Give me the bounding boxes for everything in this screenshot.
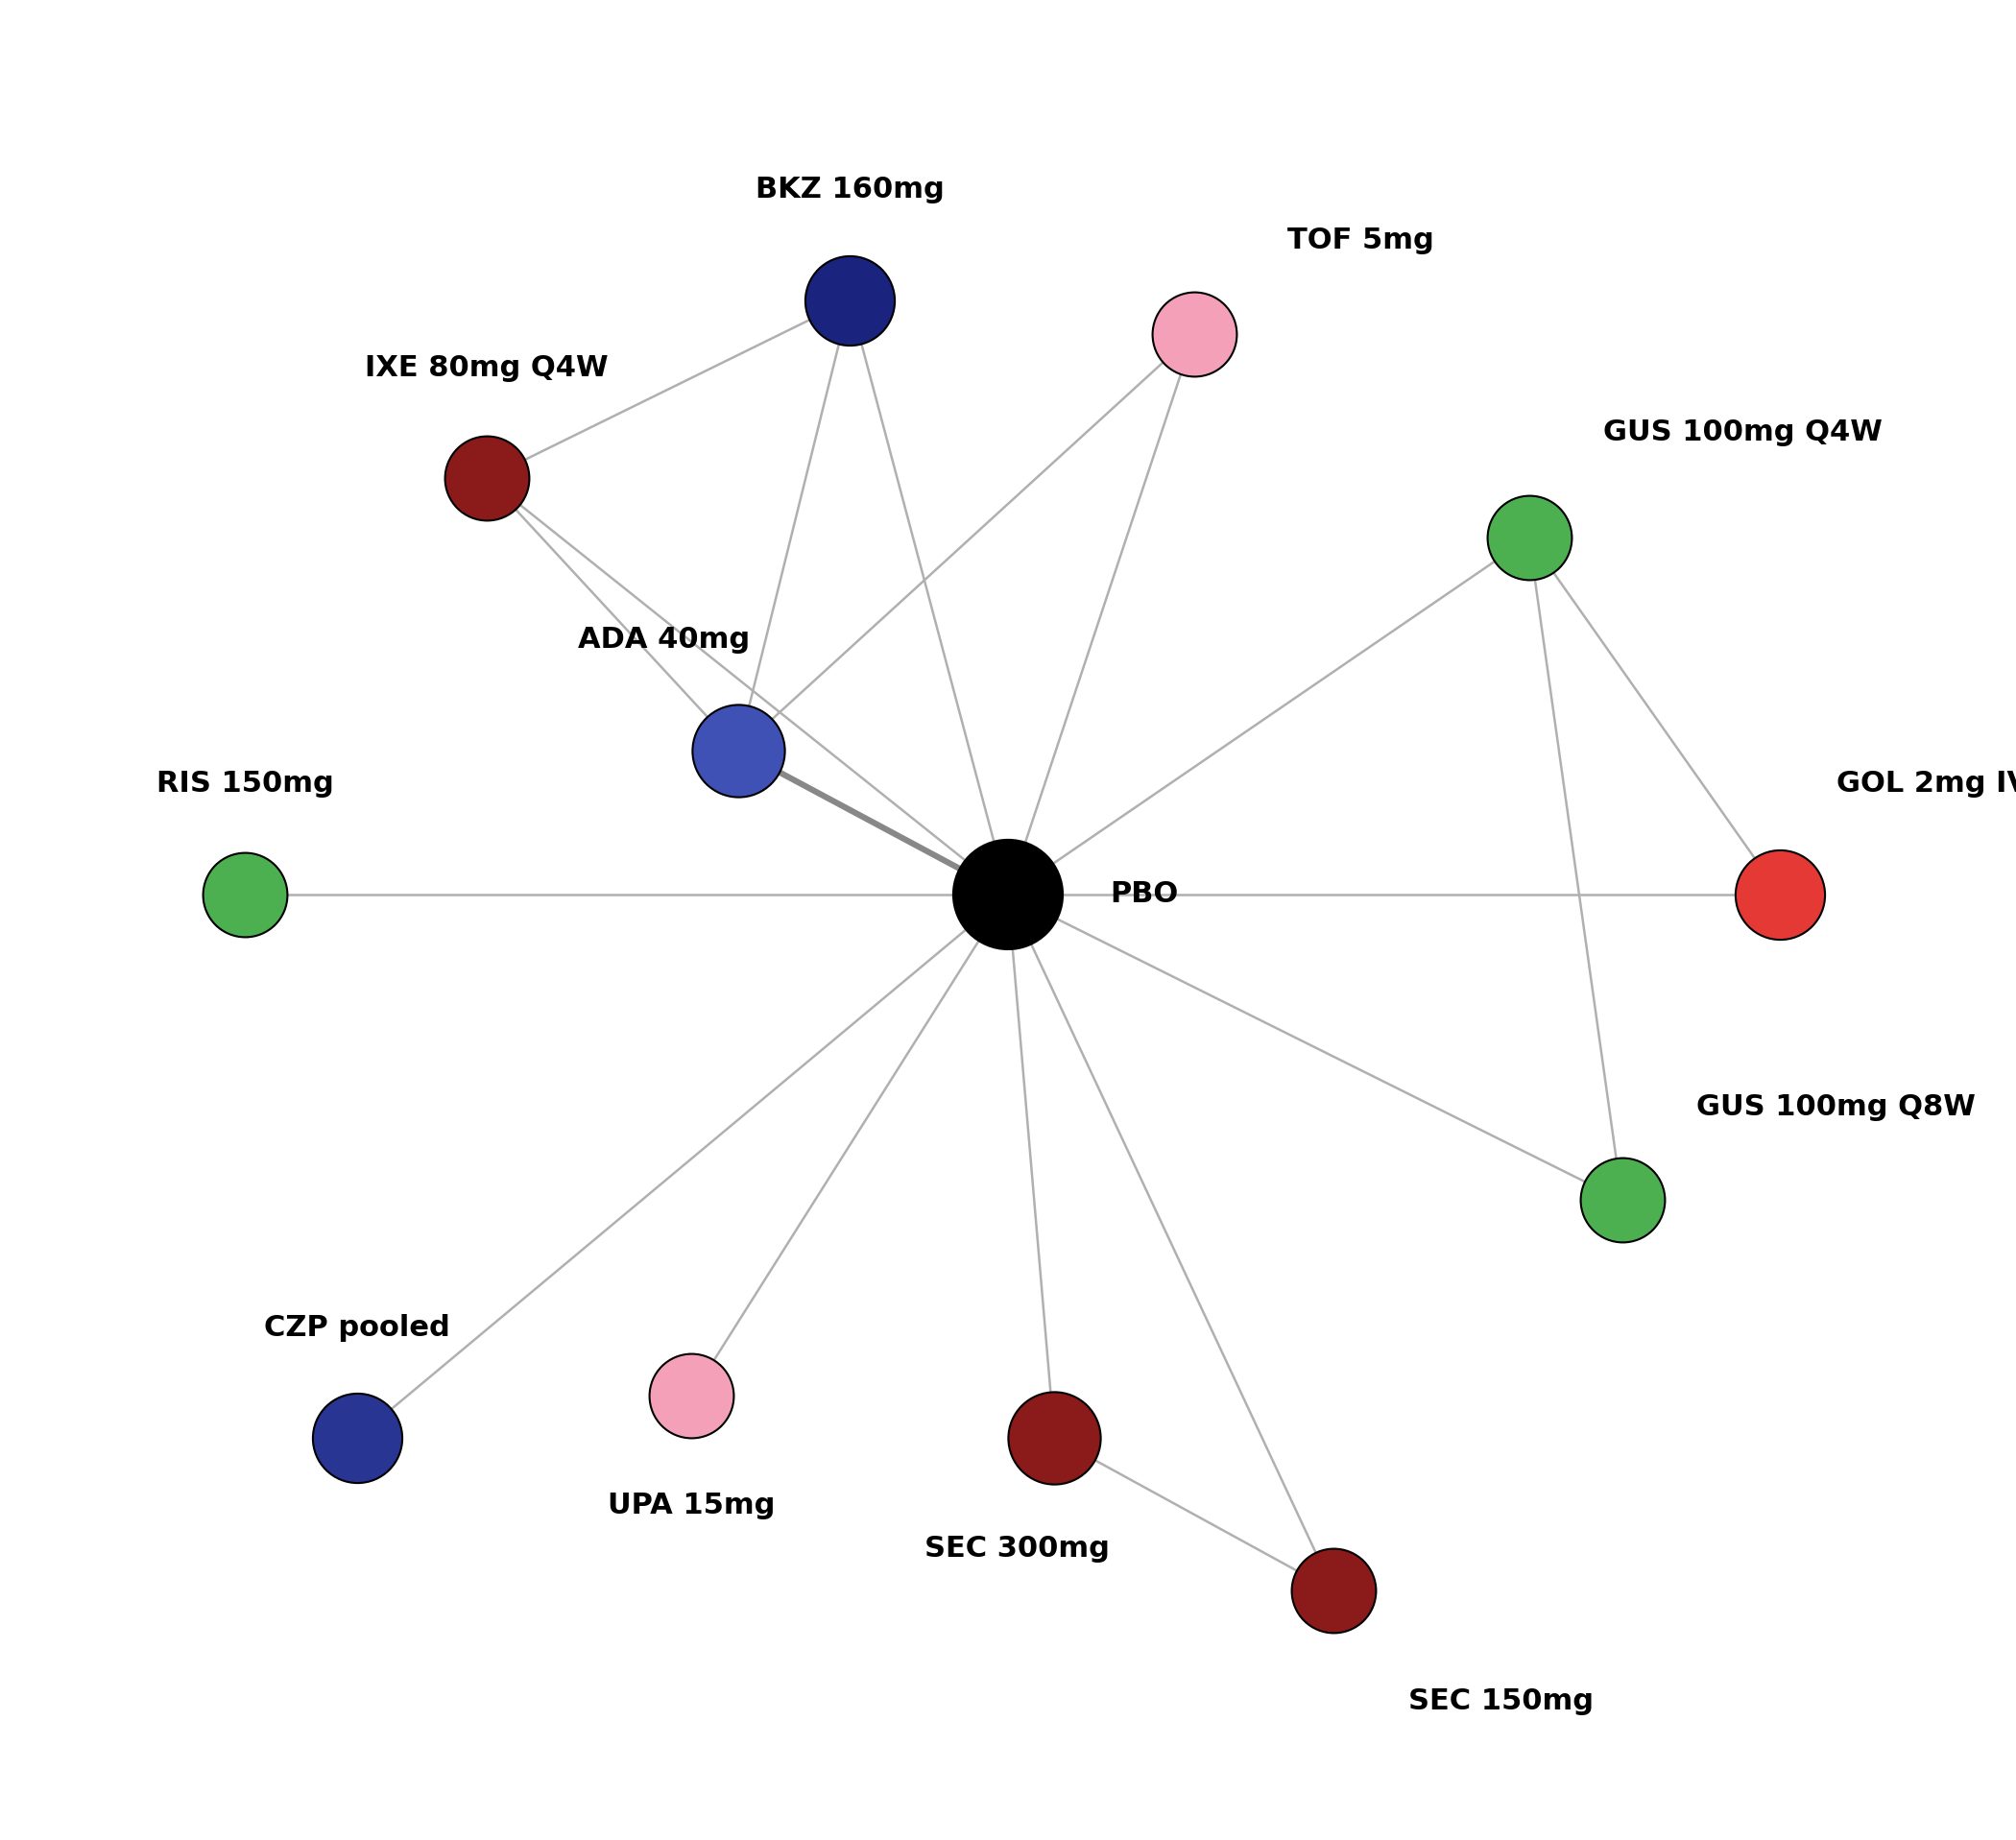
Point [835,285,867,315]
Text: RIS 150mg: RIS 150mg [157,771,335,799]
Point [1764,880,1796,909]
Text: CZP pooled: CZP pooled [264,1314,450,1341]
Point [675,1380,708,1409]
Text: SEC 300mg: SEC 300mg [925,1535,1111,1562]
Text: PBO: PBO [1111,881,1179,909]
Text: UPA 15mg: UPA 15mg [609,1492,776,1520]
Point [1607,1185,1639,1214]
Text: GUS 100mg Q4W: GUS 100mg Q4W [1603,420,1883,447]
Point [230,880,262,909]
Text: TOF 5mg: TOF 5mg [1286,226,1433,254]
Point [472,464,504,493]
Point [1512,523,1544,552]
Text: GUS 100mg Q8W: GUS 100mg Q8W [1697,1093,1976,1121]
Text: ADA 40mg: ADA 40mg [579,626,750,653]
Point [341,1424,373,1454]
Point [1177,320,1210,350]
Text: BKZ 160mg: BKZ 160mg [756,177,943,204]
Text: GOL 2mg IV: GOL 2mg IV [1837,771,2016,799]
Text: IXE 80mg Q4W: IXE 80mg Q4W [365,353,609,383]
Text: SEC 150mg: SEC 150mg [1407,1687,1593,1715]
Point [722,736,754,765]
Point [992,880,1024,909]
Point [1318,1577,1351,1606]
Point [1038,1424,1070,1454]
